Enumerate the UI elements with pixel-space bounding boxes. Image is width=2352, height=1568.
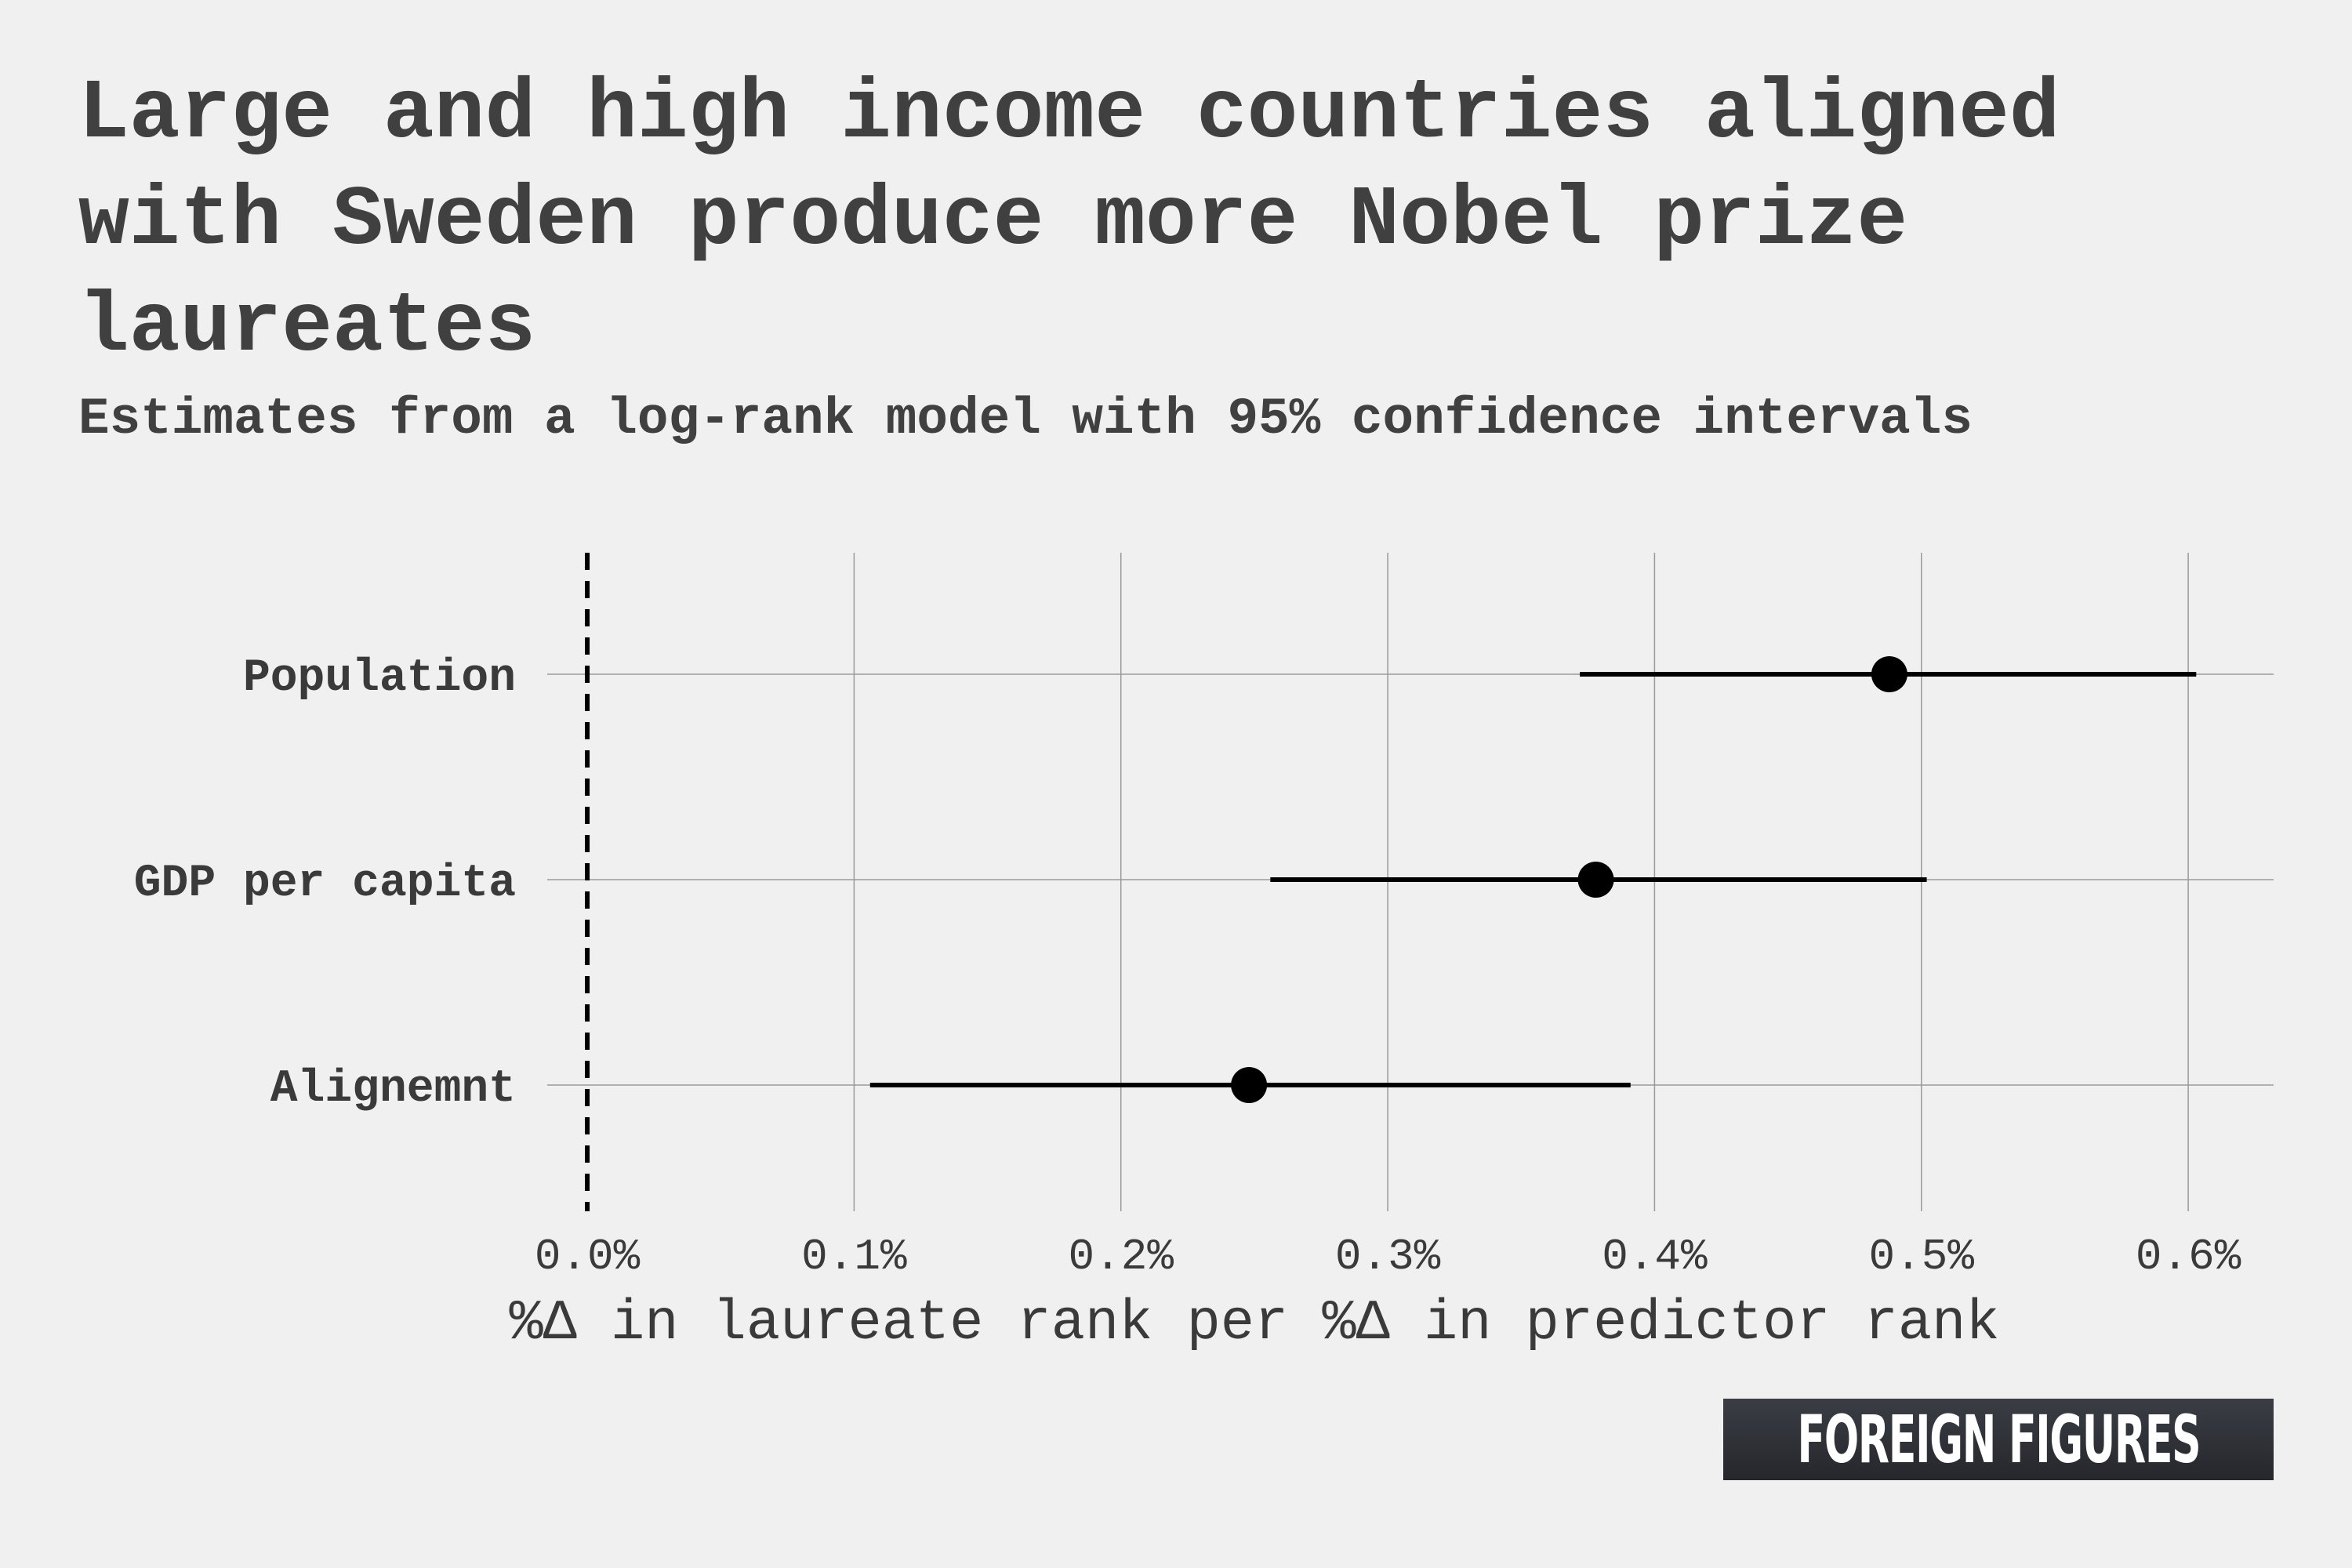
y-label-1: GDP per capita — [134, 858, 516, 909]
logo-text: FOREIGN FIGURES — [1797, 1401, 2201, 1478]
x-tick-label-3: 0.3% — [1335, 1232, 1441, 1282]
x-axis-tick-labels: 0.0% 0.1% 0.2% 0.3% 0.4% 0.5% 0.6% — [535, 1232, 2241, 1282]
estimate-point-0 — [1871, 656, 1907, 692]
x-tick-label-5: 0.5% — [1869, 1232, 1975, 1282]
x-tick-label-0: 0.0% — [535, 1232, 641, 1282]
y-axis-labels: Population GDP per capita Alignemnt — [134, 653, 516, 1115]
chart-title: Large and high income countries aligned … — [78, 67, 2060, 376]
estimate-point-1 — [1577, 862, 1614, 898]
x-axis-title: %Δ in laureate rank per %Δ in predictor … — [509, 1291, 1999, 1356]
foreign-figures-logo: FOREIGN FIGURES — [1723, 1399, 2274, 1480]
x-tick-label-2: 0.2% — [1069, 1232, 1174, 1282]
estimate-point-2 — [1231, 1067, 1268, 1103]
chart-subtitle: Estimates from a log-rank model with 95%… — [78, 390, 1973, 448]
y-label-2: Alignemnt — [270, 1064, 516, 1115]
x-tick-label-1: 0.1% — [801, 1232, 907, 1282]
x-tick-label-4: 0.4% — [1602, 1232, 1708, 1282]
y-label-0: Population — [243, 653, 516, 704]
estimate-points — [1231, 656, 1907, 1103]
x-tick-label-6: 0.6% — [2136, 1232, 2241, 1282]
